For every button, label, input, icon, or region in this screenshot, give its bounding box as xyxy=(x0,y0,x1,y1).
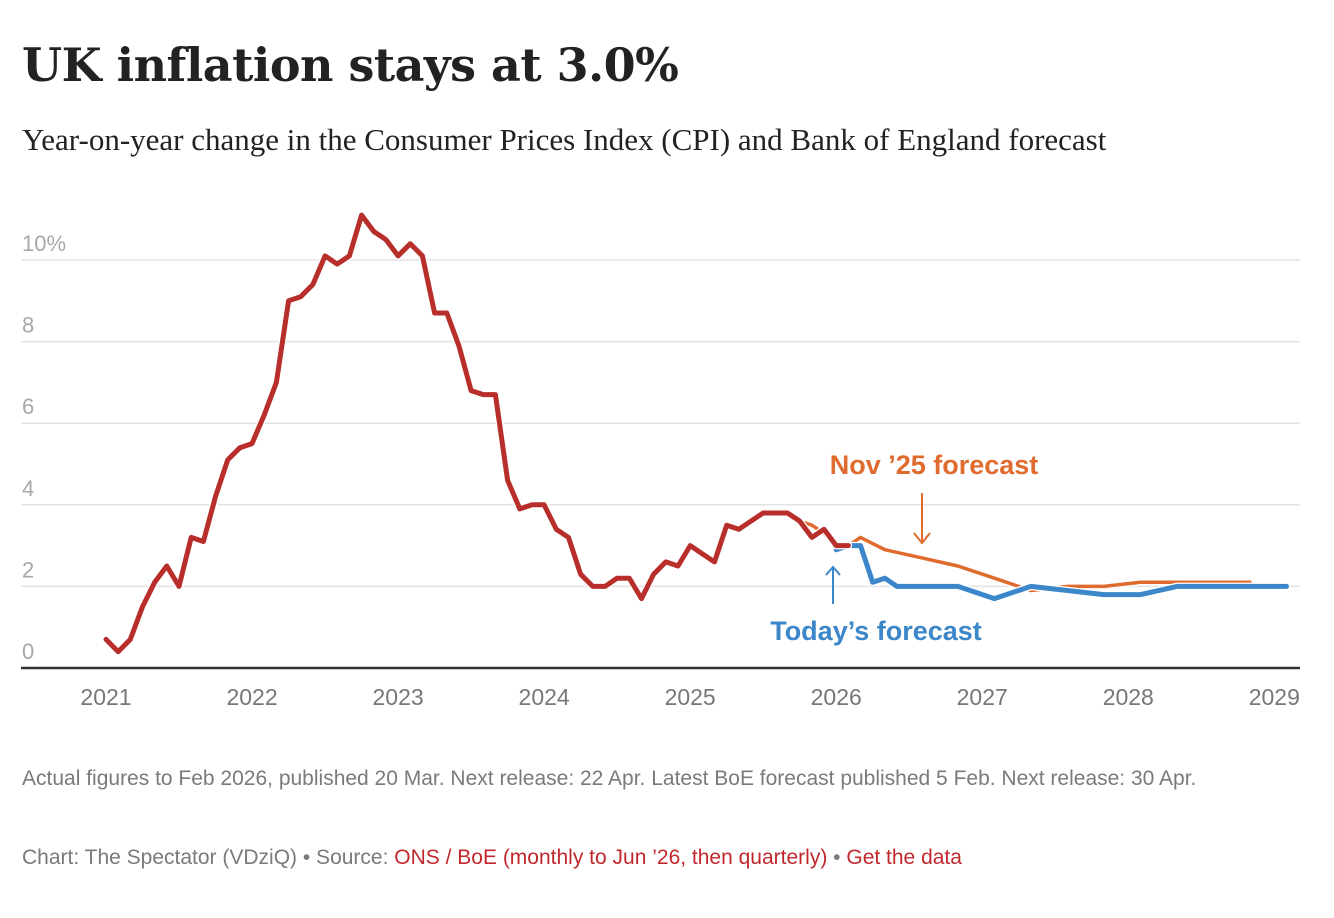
y-axis-ticks: 0 2 4 6 8 10% xyxy=(22,231,66,664)
x-tick-label: 2021 xyxy=(80,684,131,710)
x-tick-label: 2022 xyxy=(226,684,277,710)
x-tick-label: 2028 xyxy=(1103,684,1154,710)
chart-subtitle: Year-on-year change in the Consumer Pric… xyxy=(22,122,1107,157)
annotations: Nov ’25 forecast Today’s forecast xyxy=(770,450,1038,646)
y-tick-label: 10% xyxy=(22,231,66,256)
x-tick-label: 2024 xyxy=(519,684,570,710)
get-the-data-link[interactable]: Get the data xyxy=(846,846,962,869)
x-tick-label: 2023 xyxy=(372,684,423,710)
gridlines xyxy=(21,259,1300,588)
source-link[interactable]: ONS / BoE (monthly to Jun ’26, then quar… xyxy=(394,846,828,869)
x-axis-ticks: 2021 2022 2023 2024 2025 2026 2027 2028 2029 xyxy=(80,684,1299,710)
y-tick-label: 0 xyxy=(22,639,34,664)
credit-separator: • xyxy=(827,846,847,869)
credit-prefix: Chart: The Spectator (VDziQ) • Source: xyxy=(22,846,395,869)
chart-title: UK inflation stays at 3.0% xyxy=(22,38,679,92)
x-tick-label: 2029 xyxy=(1249,684,1300,710)
series-line-today-forecast xyxy=(833,543,1289,602)
arrowhead-up-icon xyxy=(825,565,841,576)
chart-notes: Actual figures to Feb 2026, published 20… xyxy=(22,767,1197,790)
chart-credit: Chart: The Spectator (VDziQ) • Source: O… xyxy=(22,846,962,870)
annotation-today-forecast: Today’s forecast xyxy=(770,616,982,646)
y-tick-label: 2 xyxy=(22,557,34,582)
x-tick-label: 2026 xyxy=(811,684,862,710)
x-tick-label: 2025 xyxy=(665,684,716,710)
annotation-nov25-forecast: Nov ’25 forecast xyxy=(830,450,1039,480)
y-tick-label: 8 xyxy=(22,313,34,338)
series-line-actual-cpi xyxy=(103,212,851,655)
y-tick-label: 6 xyxy=(22,394,34,419)
series-lines xyxy=(102,211,1291,656)
x-tick-label: 2027 xyxy=(957,684,1008,710)
arrowhead-down-icon xyxy=(913,532,931,545)
y-tick-label: 4 xyxy=(22,476,34,501)
